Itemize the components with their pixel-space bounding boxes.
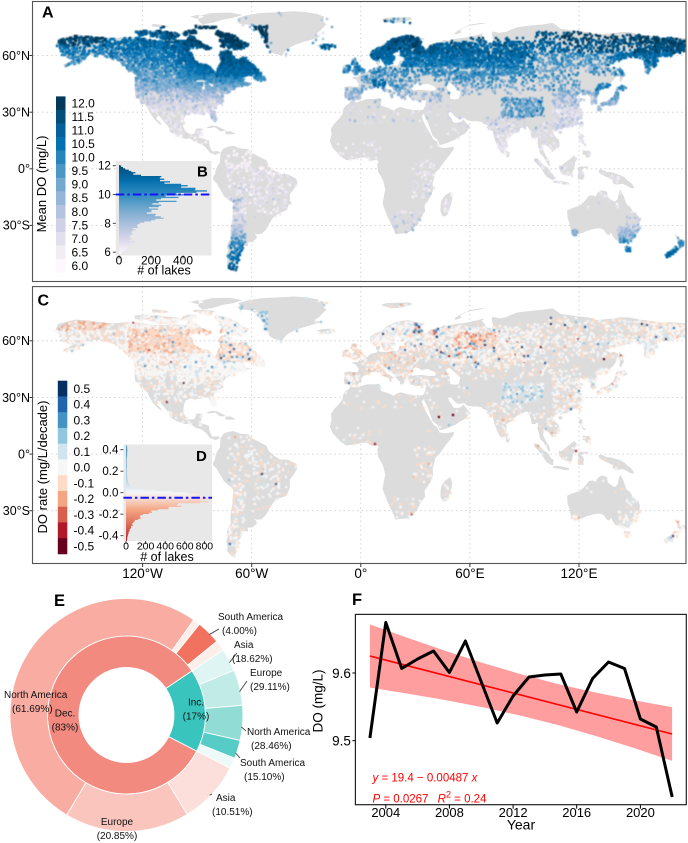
svg-text:(20.85%): (20.85%) xyxy=(97,831,138,842)
svg-text:0: 0 xyxy=(123,541,129,553)
svg-text:7.0: 7.0 xyxy=(72,232,89,246)
svg-text:-0.4: -0.4 xyxy=(99,531,119,543)
svg-text:Asia: Asia xyxy=(216,793,236,804)
svg-text:10.0: 10.0 xyxy=(72,151,96,165)
svg-text:-0.2: -0.2 xyxy=(74,492,95,506)
svg-text:30°N: 30°N xyxy=(2,106,30,120)
svg-text:0.4: 0.4 xyxy=(74,398,91,412)
svg-text:(29.11%): (29.11%) xyxy=(250,682,290,693)
svg-text:DO (mg/L): DO (mg/L) xyxy=(311,669,326,732)
svg-text:60°N: 60°N xyxy=(2,334,30,348)
svg-text:60°N: 60°N xyxy=(2,49,30,63)
svg-text:-0.2: -0.2 xyxy=(99,509,119,521)
svg-text:10: 10 xyxy=(98,190,111,202)
svg-text:200: 200 xyxy=(137,541,155,553)
svg-text:# of lakes: # of lakes xyxy=(137,264,191,278)
svg-text:0.0: 0.0 xyxy=(74,461,91,475)
svg-text:6: 6 xyxy=(104,247,110,259)
svg-text:-0.4: -0.4 xyxy=(74,524,95,538)
svg-text:C: C xyxy=(38,293,50,310)
svg-text:9.5: 9.5 xyxy=(332,734,351,749)
svg-text:Asia: Asia xyxy=(234,640,254,651)
svg-text:D: D xyxy=(196,448,207,465)
svg-text:South America: South America xyxy=(218,612,283,623)
svg-text:400: 400 xyxy=(173,254,193,268)
svg-text:600: 600 xyxy=(176,541,194,553)
svg-text:DO rate (mg/L/decade): DO rate (mg/L/decade) xyxy=(35,401,50,534)
svg-text:8.5: 8.5 xyxy=(72,191,89,205)
svg-text:200: 200 xyxy=(141,254,161,268)
svg-text:2016: 2016 xyxy=(562,805,591,820)
svg-text:30°S: 30°S xyxy=(3,219,30,233)
svg-text:2012: 2012 xyxy=(499,805,528,820)
svg-text:(83%): (83%) xyxy=(52,723,79,734)
svg-text:11.0: 11.0 xyxy=(72,124,95,138)
svg-text:(61.69%): (61.69%) xyxy=(12,704,53,715)
svg-text:-0.5: -0.5 xyxy=(74,539,95,553)
svg-text:400: 400 xyxy=(156,541,174,553)
svg-text:2020: 2020 xyxy=(626,805,655,820)
svg-text:South America: South America xyxy=(240,758,305,769)
svg-text:0.2: 0.2 xyxy=(74,429,91,443)
svg-text:120°E: 120°E xyxy=(561,566,598,581)
svg-text:0.2: 0.2 xyxy=(102,466,118,478)
svg-text:60°E: 60°E xyxy=(455,566,484,581)
svg-text:North America: North America xyxy=(4,690,68,701)
svg-text:2008: 2008 xyxy=(435,805,464,820)
svg-text:Europe: Europe xyxy=(250,668,283,679)
svg-text:-0.3: -0.3 xyxy=(74,508,95,522)
svg-text:y = 19.4 − 0.00487 x: y = 19.4 − 0.00487 x xyxy=(372,773,479,785)
svg-text:0.3: 0.3 xyxy=(74,413,91,427)
svg-text:(15.10%): (15.10%) xyxy=(244,772,285,783)
svg-text:30°N: 30°N xyxy=(2,391,30,405)
svg-text:2004: 2004 xyxy=(371,805,400,820)
svg-text:(17%): (17%) xyxy=(183,712,210,723)
svg-text:(4.00%): (4.00%) xyxy=(222,626,257,637)
svg-text:(10.51%): (10.51%) xyxy=(212,807,253,818)
svg-text:# of lakes: # of lakes xyxy=(140,550,194,564)
svg-text:7.5: 7.5 xyxy=(72,218,89,232)
svg-text:Europe: Europe xyxy=(101,817,134,828)
svg-text:30°S: 30°S xyxy=(3,504,30,518)
svg-text:60°W: 60°W xyxy=(235,566,268,581)
svg-text:0°: 0° xyxy=(354,566,367,581)
svg-text:P = 0.0267 R2 = 0.24: P = 0.0267 R2 = 0.24 xyxy=(373,790,488,806)
svg-text:12.0: 12.0 xyxy=(72,96,96,110)
svg-text:0: 0 xyxy=(116,254,123,268)
svg-text:6.5: 6.5 xyxy=(72,245,89,259)
svg-text:8.0: 8.0 xyxy=(72,205,89,219)
svg-text:North America: North America xyxy=(247,727,311,738)
svg-text:0.4: 0.4 xyxy=(102,445,119,457)
svg-text:800: 800 xyxy=(196,541,214,553)
svg-text:Inc.: Inc. xyxy=(188,698,204,709)
svg-text:F: F xyxy=(352,591,362,609)
svg-text:B: B xyxy=(197,164,208,181)
svg-text:12: 12 xyxy=(98,161,111,173)
svg-text:0.0: 0.0 xyxy=(102,488,118,500)
svg-text:0°: 0° xyxy=(18,447,30,461)
svg-text:9.5: 9.5 xyxy=(72,164,89,178)
svg-text:Mean DO (mg/L): Mean DO (mg/L) xyxy=(34,136,49,233)
svg-text:0.1: 0.1 xyxy=(74,445,91,459)
svg-text:9.0: 9.0 xyxy=(72,178,89,192)
svg-text:8: 8 xyxy=(104,218,110,230)
svg-text:9.6: 9.6 xyxy=(332,666,351,681)
svg-text:6.0: 6.0 xyxy=(72,259,89,273)
svg-text:(28.46%): (28.46%) xyxy=(251,741,292,752)
svg-text:0.5: 0.5 xyxy=(74,382,91,396)
svg-text:10.5: 10.5 xyxy=(72,137,96,151)
svg-text:(18.62%): (18.62%) xyxy=(232,654,273,665)
svg-text:120°W: 120°W xyxy=(122,566,163,581)
svg-text:E: E xyxy=(54,592,65,610)
svg-text:-0.1: -0.1 xyxy=(74,476,95,490)
svg-text:Dec.: Dec. xyxy=(55,709,76,720)
svg-text:11.5: 11.5 xyxy=(72,110,95,124)
svg-text:0°: 0° xyxy=(18,162,30,176)
svg-text:A: A xyxy=(42,5,54,22)
svg-text:Year: Year xyxy=(507,817,536,833)
